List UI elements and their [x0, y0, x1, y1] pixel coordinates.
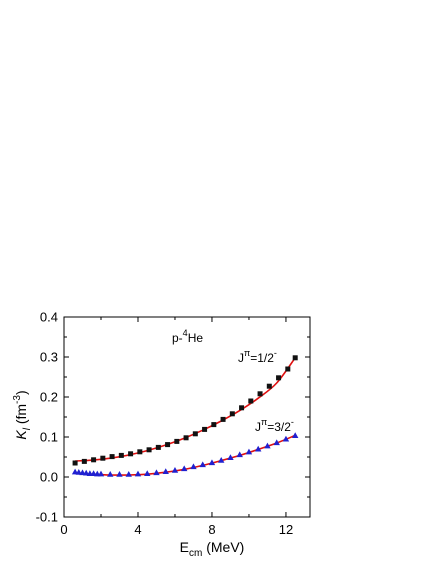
data-point — [218, 457, 225, 463]
data-point — [264, 442, 271, 449]
data-point — [292, 355, 298, 361]
data-point — [146, 447, 152, 453]
data-point — [199, 461, 206, 468]
data-point — [155, 444, 161, 450]
y-axis-label-rest: (fm — [13, 404, 29, 428]
data-point — [171, 467, 179, 473]
data-point — [118, 452, 124, 458]
y-axis-label-end: ) — [13, 390, 29, 395]
series-label-2-pre: J — [255, 420, 261, 434]
annotation: p-4He — [172, 328, 203, 345]
data-point — [134, 470, 142, 477]
data-point — [282, 435, 290, 442]
data-point — [165, 442, 171, 448]
fit-line-1 — [75, 357, 296, 462]
data-point — [107, 471, 114, 477]
data-point — [266, 383, 272, 389]
data-point — [239, 405, 245, 411]
data-point — [255, 445, 262, 452]
data-point — [236, 451, 243, 458]
data-point — [144, 470, 151, 476]
series-label-2-sup2: - — [291, 417, 294, 427]
data-point — [125, 471, 132, 477]
series-label-1-sup1: π — [244, 348, 250, 358]
series-label-1-pre: J — [238, 351, 244, 365]
data-point — [116, 471, 123, 477]
data-point — [276, 375, 282, 381]
y-axis-label-sup: -3 — [12, 395, 23, 404]
data-point — [162, 468, 169, 474]
data-point — [257, 391, 263, 397]
y-tick-label: 0.4 — [40, 310, 58, 325]
data-point — [285, 366, 291, 372]
y-axis-label: Kl (fm-3) — [12, 390, 33, 439]
data-point — [273, 439, 280, 446]
data-point — [97, 470, 105, 477]
data-point — [292, 432, 299, 438]
y-tick-label: 0.3 — [40, 350, 58, 365]
series-label-1-mid: =1/2 — [250, 351, 274, 365]
data-point — [245, 448, 253, 455]
data-point — [181, 465, 188, 472]
annotation-pre: p- — [172, 331, 183, 345]
data-point — [72, 460, 78, 466]
markers — [71, 355, 299, 477]
data-point — [137, 449, 143, 455]
y-tick-label: 0.2 — [40, 390, 58, 405]
x-tick-label: 8 — [208, 522, 215, 537]
x-tick-label: 4 — [134, 522, 141, 537]
y-axis-label-sub: l — [22, 427, 33, 430]
data-point — [208, 459, 216, 466]
x-axis-label-rest: (MeV) — [202, 539, 244, 555]
x-tick-label: 0 — [60, 522, 67, 537]
y-tick-label: 0.0 — [40, 470, 58, 485]
data-point — [192, 431, 198, 437]
data-point — [91, 457, 97, 463]
data-point — [153, 469, 160, 476]
data-point — [227, 454, 234, 460]
x-tick-label: 12 — [279, 522, 293, 537]
y-tick-label: -0.1 — [36, 510, 58, 525]
data-point — [109, 454, 115, 460]
data-point — [81, 458, 87, 464]
data-point — [128, 451, 134, 457]
data-point — [100, 455, 106, 461]
x-axis-label: Ecm (MeV) — [180, 539, 245, 559]
data-point — [229, 411, 235, 417]
annotation-sup: 4 — [183, 328, 188, 338]
series-label-2-sup1: π — [261, 417, 267, 427]
x-axis-label-sub: cm — [189, 548, 202, 559]
data-point — [248, 398, 254, 404]
data-point — [190, 463, 197, 470]
series-label-2: Jπ=3/2- — [255, 417, 294, 434]
series-label-2-mid: =3/2 — [267, 420, 291, 434]
y-tick-label: 0.1 — [40, 430, 58, 445]
y-axis-label-main: K — [13, 430, 29, 440]
series-label-1-sup2: - — [274, 348, 277, 358]
series-label-1: Jπ=1/2- — [238, 348, 277, 365]
data-point — [211, 422, 217, 428]
x-axis-label-main: E — [180, 539, 189, 555]
data-point — [220, 416, 226, 422]
data-point — [174, 438, 180, 444]
data-point — [202, 426, 208, 432]
data-point — [183, 435, 189, 441]
annotation-post: He — [188, 331, 204, 345]
plot-frame — [63, 316, 311, 518]
